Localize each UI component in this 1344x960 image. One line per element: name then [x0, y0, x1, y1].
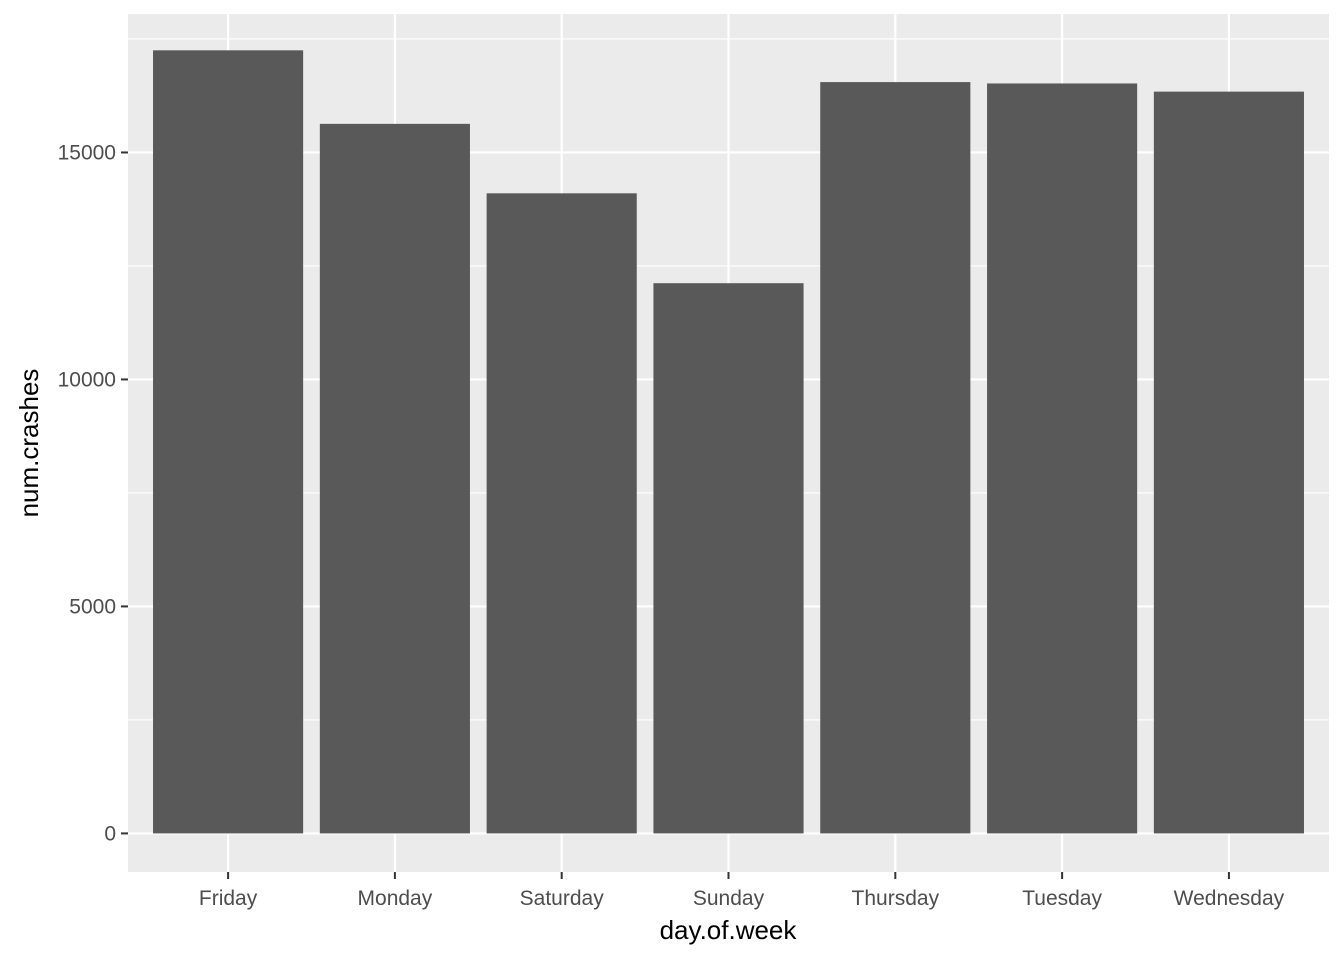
bar-tuesday — [987, 83, 1138, 834]
x-axis-ticks: Friday Monday Saturday Sunday Thursday Tuesda… — [199, 872, 1285, 910]
y-tick-label: 0 — [104, 822, 116, 845]
bar-wednesday — [1153, 91, 1304, 834]
bar-monday — [319, 123, 470, 834]
y-tick-label: 5000 — [69, 595, 116, 618]
bar-friday — [153, 50, 304, 834]
x-axis-title: day.of.week — [660, 915, 798, 945]
y-axis-title: num.crashes — [14, 369, 44, 518]
x-tick-label: Sunday — [693, 887, 765, 910]
bar-sunday — [653, 283, 804, 834]
x-tick-label: Wednesday — [1174, 887, 1285, 910]
x-tick-label: Tuesday — [1022, 887, 1102, 910]
bars — [153, 50, 1304, 834]
bar-thursday — [820, 82, 971, 834]
bar-saturday — [486, 193, 637, 834]
x-tick-label: Friday — [199, 887, 258, 910]
x-tick-label: Saturday — [520, 887, 605, 910]
y-tick-label: 15000 — [58, 141, 116, 164]
x-tick-label: Monday — [358, 887, 433, 910]
x-tick-label: Thursday — [852, 887, 940, 910]
y-tick-label: 10000 — [58, 368, 116, 391]
y-axis-ticks: 0 5000 10000 15000 — [58, 141, 128, 845]
